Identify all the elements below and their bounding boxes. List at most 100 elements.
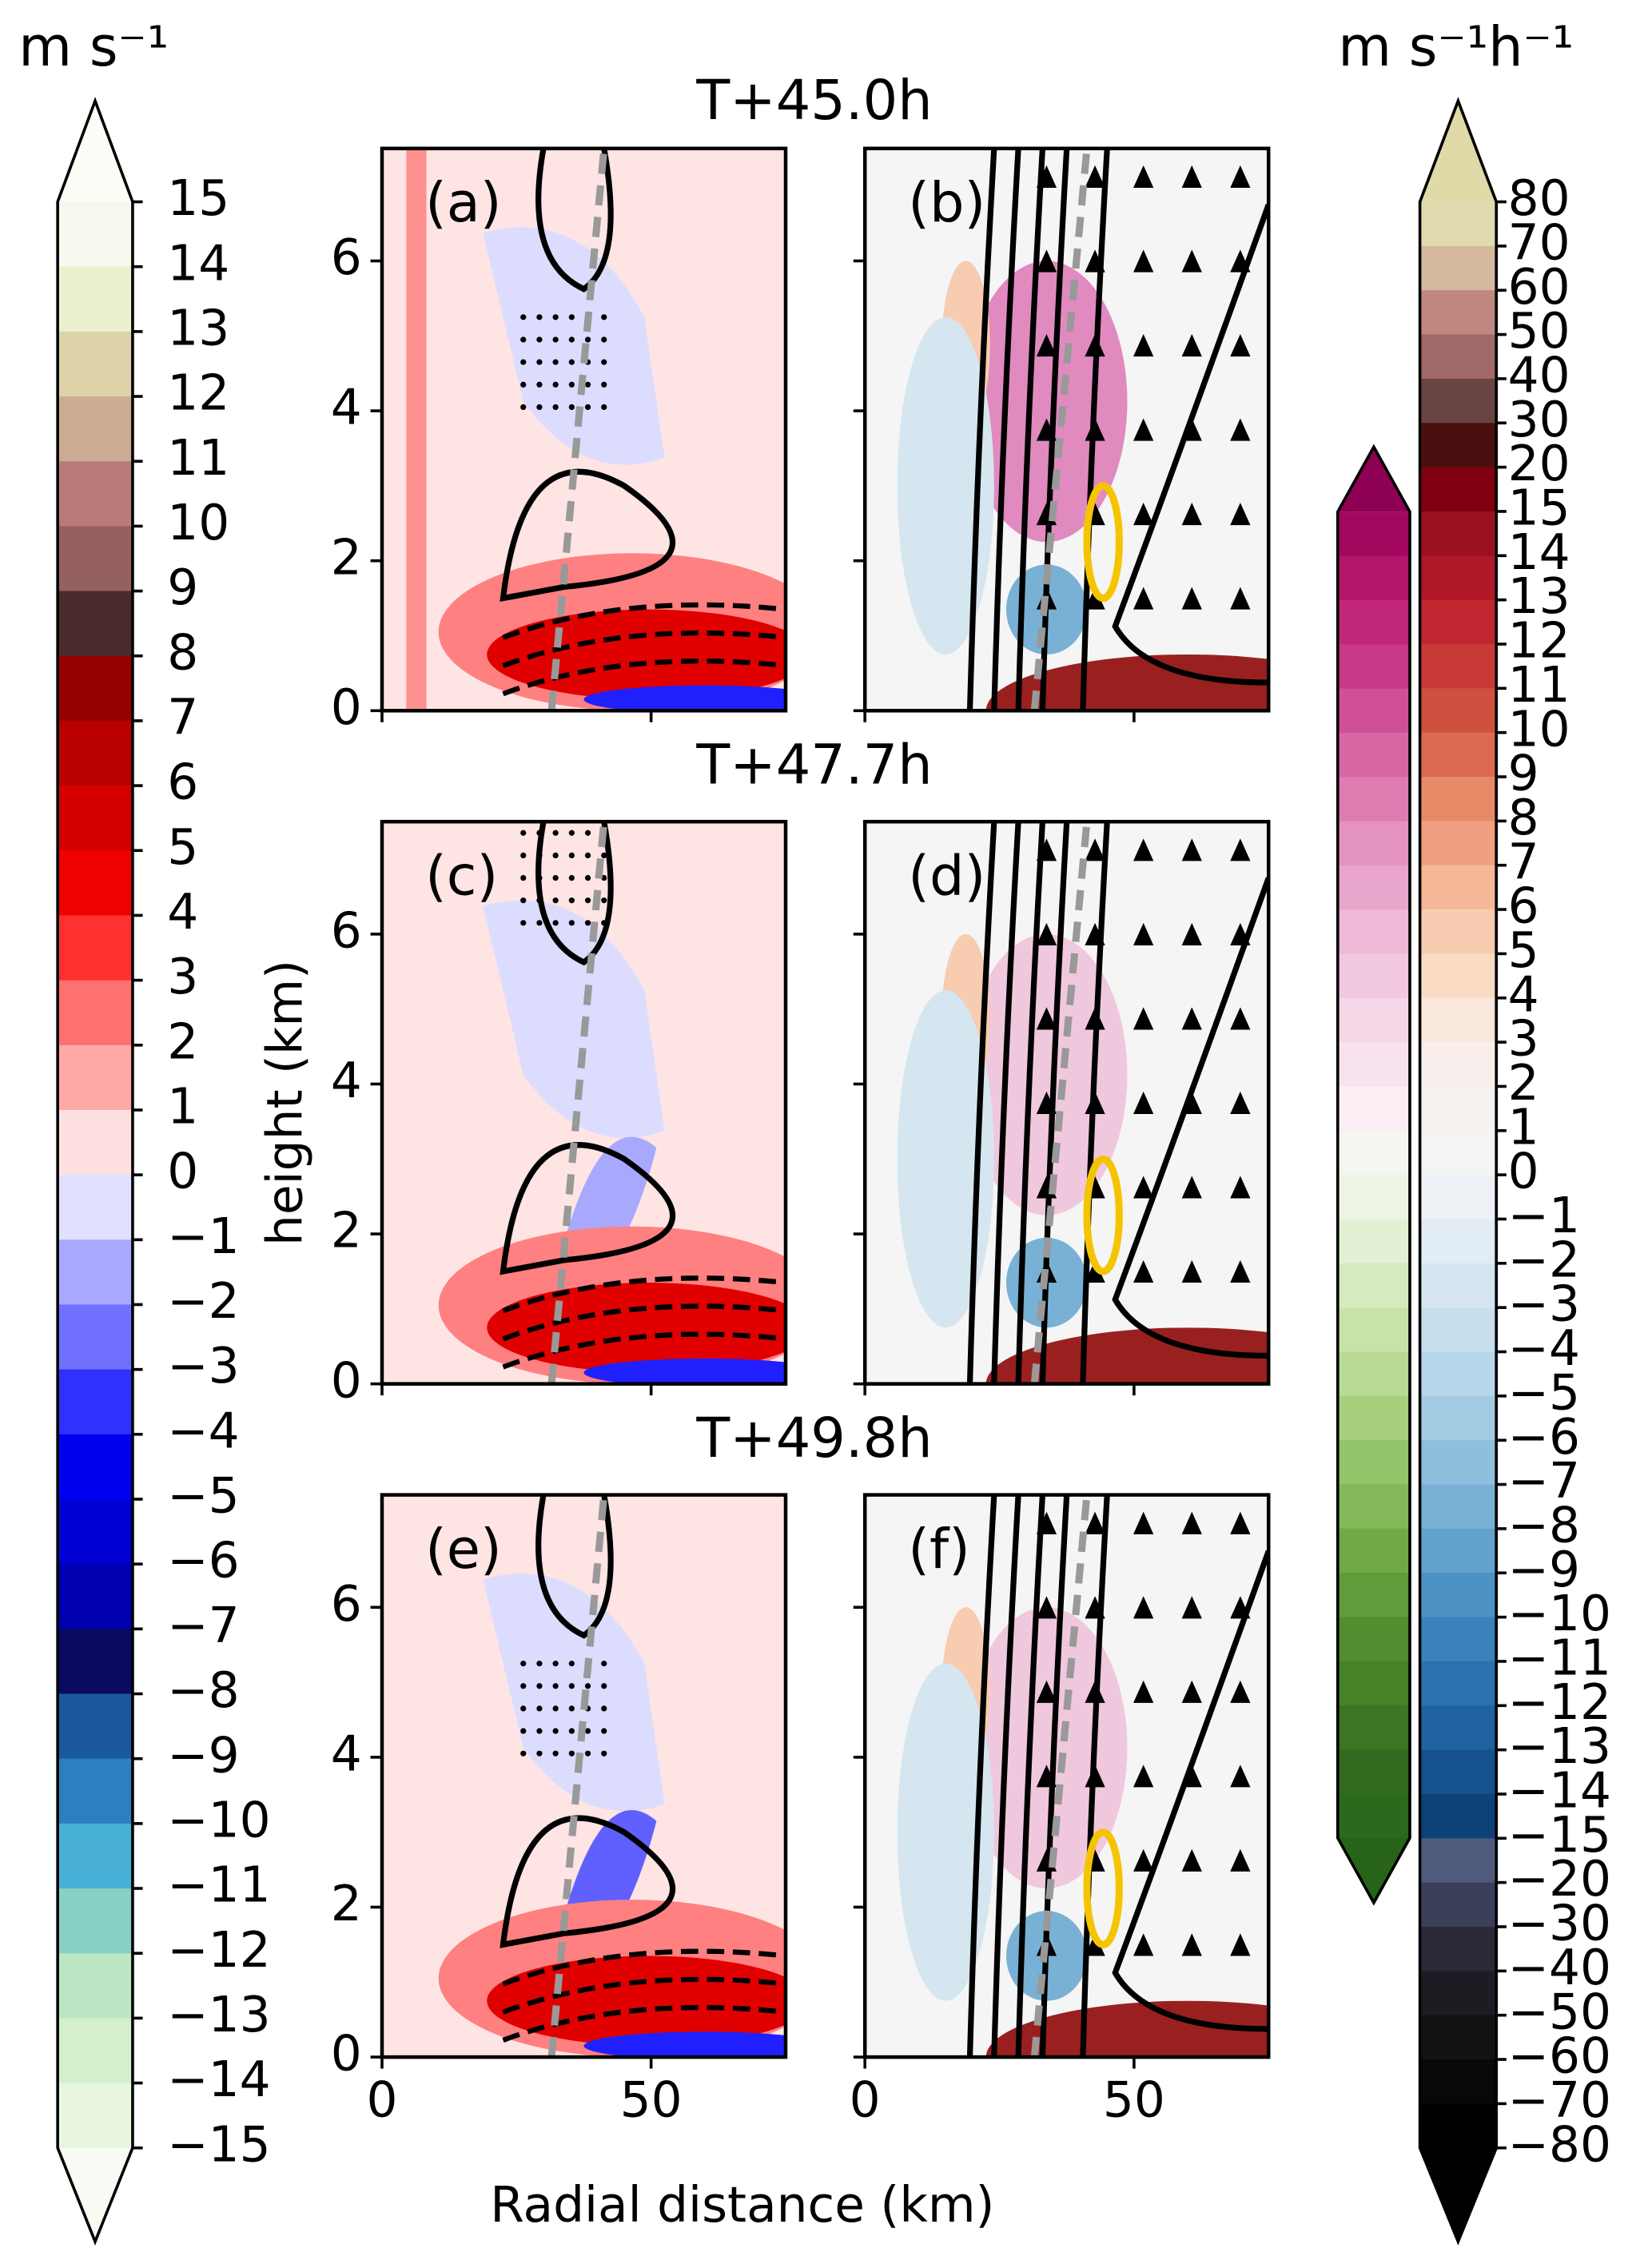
colorbar-segment bbox=[1337, 1528, 1410, 1574]
stipple bbox=[536, 830, 543, 836]
stipple bbox=[520, 852, 527, 859]
stipple bbox=[520, 336, 527, 343]
colorbar-segment bbox=[1419, 1042, 1497, 1088]
colorbar-tick-label: −6 bbox=[1508, 1409, 1580, 1466]
colorbar-segment bbox=[58, 850, 133, 917]
colorbar-segment bbox=[1419, 599, 1497, 645]
wind-arrow bbox=[1133, 1765, 1154, 1788]
panel-label: (c) bbox=[425, 844, 498, 908]
colorbar-segment bbox=[1337, 644, 1410, 690]
wind-arrow bbox=[1085, 1511, 1105, 1534]
y-tick-label: 0 bbox=[331, 1352, 362, 1409]
stipple bbox=[601, 920, 607, 926]
colorbar-tick-label: 60 bbox=[1508, 259, 1570, 316]
stipple bbox=[584, 1750, 591, 1757]
contour-line bbox=[500, 1142, 676, 1275]
wind-arrow bbox=[1181, 838, 1202, 861]
stipple bbox=[520, 1705, 527, 1712]
stipple bbox=[536, 359, 543, 365]
colorbar-segment bbox=[1337, 511, 1410, 557]
colorbar-tick-label: −5 bbox=[1508, 1364, 1580, 1421]
panel-field bbox=[381, 1494, 786, 2058]
contour-dashed bbox=[502, 1976, 786, 2015]
wind-arrow bbox=[1133, 1259, 1154, 1283]
y-tick-label: 2 bbox=[331, 1876, 362, 1932]
colorbar-segment bbox=[1419, 1130, 1497, 1176]
wind-arrow bbox=[1181, 1176, 1202, 1199]
colorbar-segment bbox=[1419, 2059, 1497, 2105]
colorbar-tick-label: 8 bbox=[167, 624, 198, 681]
wind-arrow bbox=[1085, 249, 1105, 273]
wind-arrow bbox=[1230, 1259, 1251, 1283]
x-tick-label: 50 bbox=[620, 2071, 683, 2128]
colorbar-tick-label: −1 bbox=[167, 1208, 239, 1265]
contour-line bbox=[535, 1494, 614, 1639]
wind-arrow bbox=[1085, 838, 1105, 861]
colorbar-tick-label: −8 bbox=[167, 1662, 239, 1719]
panel-label: (a) bbox=[425, 171, 501, 235]
colorbar-tick-label: −2 bbox=[1508, 1231, 1580, 1288]
colorbar-tick-label: −8 bbox=[1508, 1497, 1580, 1554]
contour-line bbox=[535, 822, 614, 966]
wind-arrow bbox=[1230, 922, 1251, 945]
contour-dashed bbox=[502, 1275, 786, 1314]
wind-arrow bbox=[1230, 1848, 1251, 1872]
panel-frame bbox=[862, 146, 1271, 713]
colorbar-tick-label: −70 bbox=[1508, 2072, 1611, 2129]
panel-frame bbox=[862, 1493, 1271, 2059]
colorbar-segment bbox=[1419, 1705, 1497, 1751]
colorbar-segment bbox=[1337, 953, 1410, 999]
wind-arrow bbox=[1133, 249, 1154, 273]
y-tick-label: 4 bbox=[331, 1052, 362, 1109]
stipple bbox=[568, 404, 575, 411]
wind-arrow bbox=[1181, 1259, 1202, 1283]
colorbar-tick-label: −4 bbox=[167, 1403, 239, 1459]
colorbar-tick-label: 11 bbox=[1508, 657, 1570, 714]
colorbar-segment bbox=[1419, 2015, 1497, 2060]
colorbar-tick-label: −14 bbox=[1508, 1763, 1611, 1820]
stipple bbox=[552, 381, 559, 388]
colorbar-tick-label: 40 bbox=[1508, 348, 1570, 404]
colorbar-segment bbox=[58, 1888, 133, 1955]
colorbar-tick-label: 1 bbox=[1508, 1099, 1539, 1156]
colorbar-segment bbox=[58, 1239, 133, 1306]
colorbar-segment bbox=[1419, 378, 1497, 424]
x-axis-label: Radial distance (km) bbox=[490, 2177, 994, 2234]
colorbar-segment bbox=[58, 2018, 133, 2084]
colorbar-tick-label: −80 bbox=[1508, 2116, 1611, 2173]
stipple bbox=[601, 1705, 607, 1712]
wind-arrow bbox=[1133, 1933, 1154, 1956]
colorbar-tick-label: −6 bbox=[167, 1533, 239, 1590]
contour-dashed bbox=[502, 658, 786, 697]
stipple bbox=[568, 314, 575, 320]
stipple bbox=[536, 336, 543, 343]
colorbar-segment bbox=[1419, 1617, 1497, 1662]
stipple bbox=[536, 1750, 543, 1757]
colorbar-segment bbox=[1337, 1440, 1410, 1486]
colorbar-tick-label: 9 bbox=[1508, 746, 1539, 802]
wind-arrow bbox=[1133, 333, 1154, 357]
colorbar-segment bbox=[1337, 865, 1410, 911]
stipple bbox=[568, 830, 575, 836]
stipple bbox=[520, 1661, 527, 1667]
stipple bbox=[552, 1683, 559, 1689]
colorbar-segment bbox=[1337, 599, 1410, 646]
colorbar-tick-label: 6 bbox=[167, 754, 198, 811]
contour-line bbox=[966, 1494, 997, 2058]
stipple bbox=[568, 874, 575, 881]
field-blue-low bbox=[583, 2031, 786, 2058]
panel-field bbox=[865, 1494, 1269, 2058]
colorbar-segment bbox=[1419, 555, 1497, 601]
stipple bbox=[584, 830, 591, 836]
wind-arrow bbox=[1085, 1259, 1105, 1283]
stipple bbox=[584, 1728, 591, 1734]
colorbar-segment bbox=[1337, 688, 1410, 734]
colorbar-segment bbox=[1337, 997, 1410, 1044]
colorbar-unit: m s⁻¹ bbox=[18, 15, 169, 79]
stipple bbox=[584, 920, 591, 926]
colorbar-segment bbox=[1337, 732, 1410, 778]
stipple bbox=[601, 404, 607, 411]
stipple bbox=[601, 1750, 607, 1757]
panel-label: (d) bbox=[908, 844, 985, 908]
wind-arrow bbox=[1133, 1680, 1154, 1703]
